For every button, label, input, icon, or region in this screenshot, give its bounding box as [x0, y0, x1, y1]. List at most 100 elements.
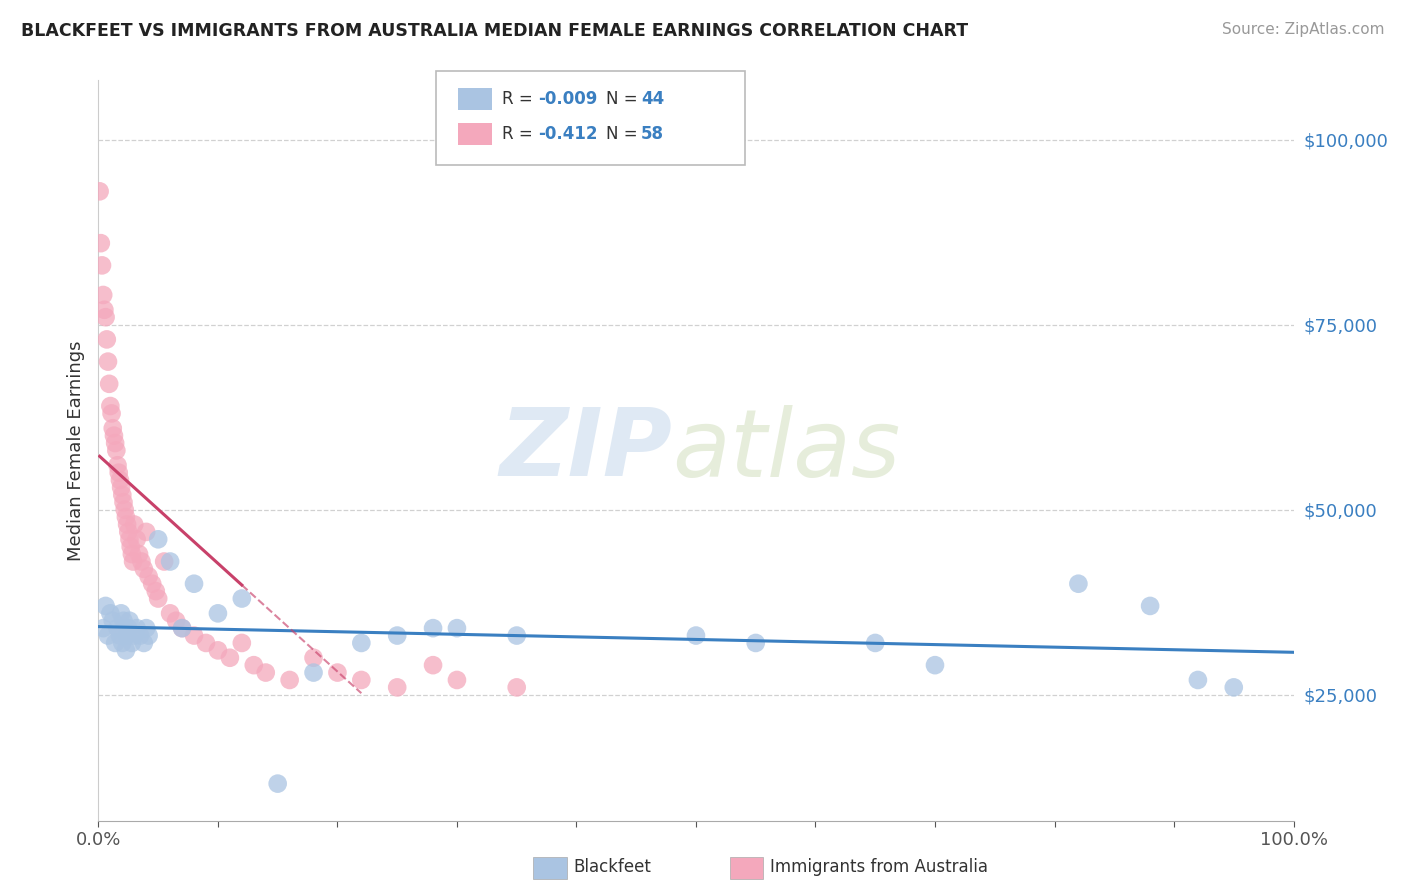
Text: N =: N =: [606, 90, 643, 108]
Point: [385, 681, 409, 695]
Point: [422, 658, 444, 673]
Point: [745, 636, 768, 650]
Point: [159, 554, 181, 569]
Point: [865, 636, 887, 650]
Text: BLACKFEET VS IMMIGRANTS FROM AUSTRALIA MEDIAN FEMALE EARNINGS CORRELATION CHART: BLACKFEET VS IMMIGRANTS FROM AUSTRALIA M…: [21, 22, 969, 40]
Point: [148, 591, 170, 606]
Point: [385, 628, 409, 642]
Point: [120, 540, 142, 554]
Point: [326, 665, 349, 680]
Point: [267, 776, 290, 791]
Point: [165, 614, 187, 628]
Text: -0.009: -0.009: [538, 90, 598, 108]
Point: [132, 562, 155, 576]
Text: atlas: atlas: [672, 405, 900, 496]
Text: 44: 44: [641, 90, 665, 108]
Point: [101, 421, 124, 435]
Text: Immigrants from Australia: Immigrants from Australia: [770, 858, 988, 876]
Point: [350, 636, 373, 650]
Point: [121, 636, 143, 650]
Point: [108, 628, 131, 642]
Text: Source: ZipAtlas.com: Source: ZipAtlas.com: [1222, 22, 1385, 37]
Point: [89, 185, 111, 199]
Point: [195, 636, 218, 650]
Point: [114, 621, 136, 635]
Point: [115, 517, 138, 532]
Point: [124, 517, 146, 532]
Point: [129, 628, 152, 642]
Point: [1223, 681, 1246, 695]
Point: [302, 650, 325, 665]
Point: [231, 636, 253, 650]
Point: [115, 643, 138, 657]
Point: [107, 458, 129, 473]
Point: [122, 554, 145, 569]
Point: [94, 310, 117, 325]
Point: [108, 473, 131, 487]
Point: [145, 584, 167, 599]
Point: [183, 576, 205, 591]
Point: [121, 547, 143, 561]
Point: [111, 488, 134, 502]
Point: [112, 614, 135, 628]
Text: R =: R =: [502, 90, 538, 108]
Point: [132, 636, 155, 650]
Point: [115, 628, 138, 642]
Point: [350, 673, 373, 687]
Point: [98, 399, 122, 413]
Point: [148, 533, 170, 547]
Point: [278, 673, 301, 687]
Point: [128, 547, 150, 561]
Point: [138, 569, 160, 583]
Point: [117, 524, 139, 539]
Point: [110, 607, 132, 621]
Point: [94, 599, 117, 613]
Point: [91, 259, 114, 273]
Point: [135, 621, 157, 635]
Point: [159, 607, 181, 621]
Point: [422, 621, 444, 635]
Text: Blackfeet: Blackfeet: [574, 858, 651, 876]
Point: [101, 614, 124, 628]
Point: [107, 466, 129, 480]
Point: [207, 643, 229, 657]
Point: [111, 636, 134, 650]
Point: [231, 591, 253, 606]
Point: [110, 480, 132, 494]
Point: [112, 495, 135, 509]
Point: [131, 554, 153, 569]
Point: [1067, 576, 1090, 591]
Point: [104, 436, 127, 450]
Point: [141, 576, 163, 591]
Point: [98, 376, 121, 391]
Point: [117, 621, 139, 635]
Point: [124, 628, 146, 642]
Text: N =: N =: [606, 125, 643, 143]
Point: [183, 628, 205, 642]
Text: R =: R =: [502, 125, 538, 143]
Point: [1139, 599, 1161, 613]
Point: [105, 443, 128, 458]
Point: [924, 658, 946, 673]
Text: -0.412: -0.412: [538, 125, 598, 143]
Point: [98, 607, 122, 621]
Point: [97, 628, 120, 642]
Point: [219, 650, 242, 665]
Y-axis label: Median Female Earnings: Median Female Earnings: [66, 340, 84, 561]
Point: [138, 628, 160, 642]
Point: [96, 333, 118, 347]
Text: 58: 58: [641, 125, 664, 143]
Point: [118, 614, 141, 628]
Point: [100, 407, 122, 421]
Point: [104, 636, 127, 650]
Point: [446, 673, 468, 687]
Point: [172, 621, 194, 635]
Point: [90, 236, 112, 251]
Point: [207, 607, 229, 621]
Point: [506, 681, 529, 695]
Point: [118, 533, 141, 547]
Point: [506, 628, 529, 642]
Point: [91, 621, 114, 635]
Point: [114, 502, 136, 516]
Point: [243, 658, 266, 673]
